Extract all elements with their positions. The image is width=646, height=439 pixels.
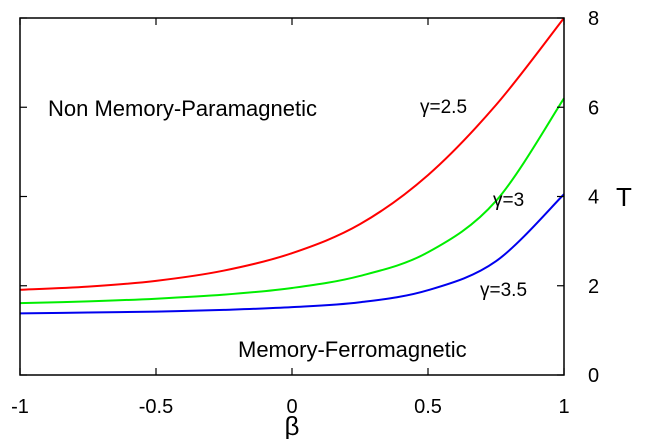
x-tick-label: -1 [11,396,29,418]
region-label-ferromagnetic: Memory-Ferromagnetic [238,337,467,362]
series-line-gamma-3-5 [19,193,565,315]
y-axis-label: T [616,182,632,212]
region-label-paramagnetic: Non Memory-Paramagnetic [48,96,317,121]
curve-label-gamma-3: γ=3 [493,190,524,211]
x-tick-label: 0 [286,396,297,418]
x-tick-label: -0.5 [139,396,173,418]
y-tick-label: 6 [588,97,599,119]
curve-label-gamma-3-5: γ=3.5 [480,280,527,301]
x-tick-label: 0.5 [414,396,442,418]
y-tick-label: 8 [588,8,599,30]
y-tick-label: 4 [588,187,599,209]
curve-label-gamma-2-5: γ=2.5 [420,97,467,118]
series-line-gamma-3 [19,97,565,305]
x-axis-label: β [285,411,300,439]
series-line-gamma-2-5 [19,17,565,291]
series-layer [19,17,565,315]
y-tick-label: 2 [588,276,599,298]
y-tick-label: 0 [588,365,599,387]
plot-frame [19,17,565,376]
x-tick-label: 1 [558,396,569,418]
